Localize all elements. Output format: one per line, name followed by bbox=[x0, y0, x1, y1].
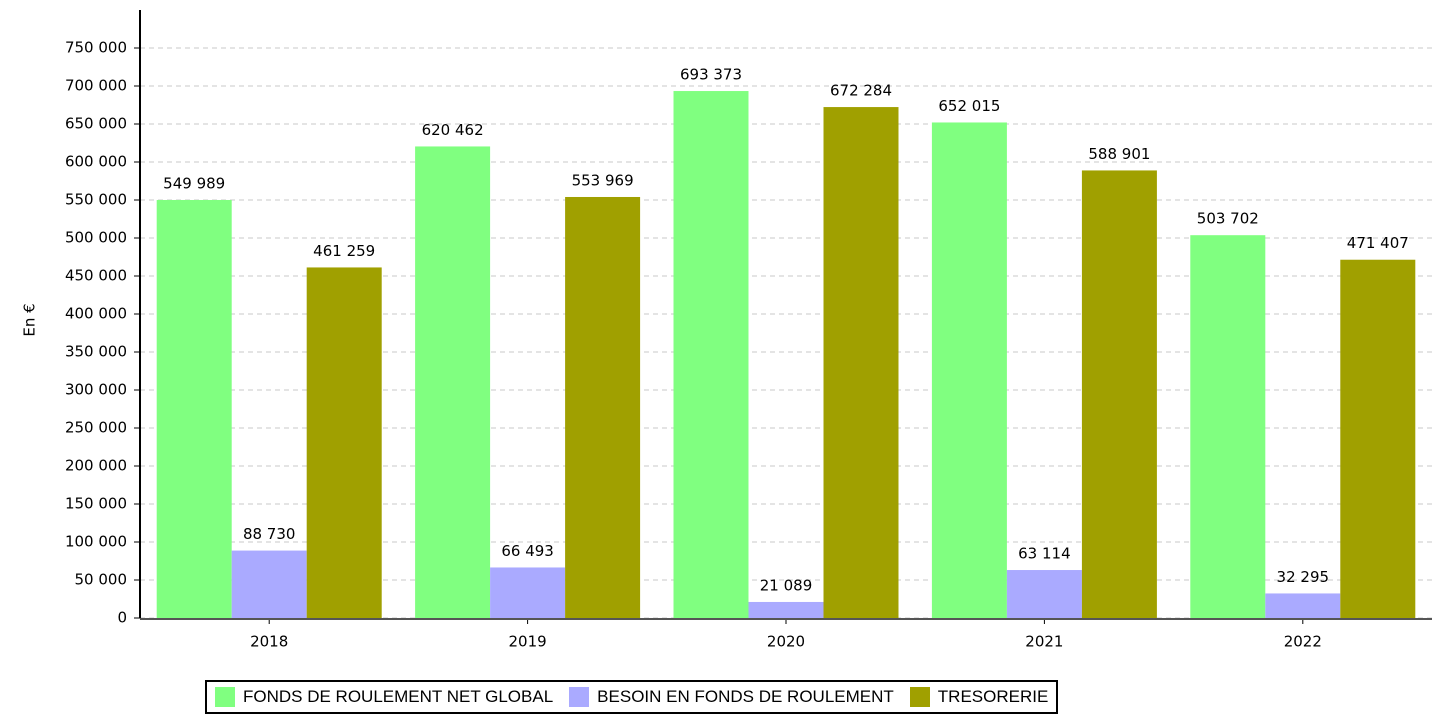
chart: En € 0 50 000 100 000 150 000 200 000 250 000… bbox=[21, 10, 1432, 651]
value-label: 553 969 bbox=[572, 171, 634, 189]
legend: FONDS DE ROULEMENT NET GLOBAL BESOIN EN F… bbox=[205, 680, 1059, 714]
bar bbox=[1006, 570, 1082, 618]
value-label: 66 493 bbox=[501, 542, 554, 560]
y-tick-label: 400 000 bbox=[65, 305, 127, 323]
y-tick-label: 350 000 bbox=[65, 343, 127, 361]
legend-item: TRESORERIE bbox=[909, 687, 1049, 707]
value-label: 471 407 bbox=[1347, 234, 1409, 252]
bar bbox=[231, 550, 307, 618]
legend-item: FONDS DE ROULEMENT NET GLOBAL bbox=[215, 687, 553, 707]
legend-swatch bbox=[215, 687, 235, 707]
y-tick-label: 50 000 bbox=[75, 571, 128, 589]
value-label: 32 295 bbox=[1277, 568, 1330, 586]
y-tick-label: 100 000 bbox=[65, 533, 127, 551]
x-tick-label: 2019 bbox=[509, 633, 547, 651]
y-tick-label: 250 000 bbox=[65, 419, 127, 437]
y-tick-label: 200 000 bbox=[65, 457, 127, 475]
bar bbox=[490, 567, 566, 618]
y-tick-label: 600 000 bbox=[65, 153, 127, 171]
bar bbox=[1265, 593, 1341, 618]
value-label: 63 114 bbox=[1018, 545, 1071, 563]
value-label: 461 259 bbox=[313, 242, 375, 260]
y-tick-label: 150 000 bbox=[65, 495, 127, 513]
bar bbox=[823, 107, 899, 619]
bar bbox=[1081, 170, 1157, 618]
legend-label: TRESORERIE bbox=[937, 687, 1049, 706]
y-tick-label: 700 000 bbox=[65, 77, 127, 95]
y-tick-label: 0 bbox=[117, 609, 127, 627]
y-tick-label: 300 000 bbox=[65, 381, 127, 399]
x-tick-label: 2022 bbox=[1284, 633, 1322, 651]
x-tick-label: 2020 bbox=[767, 633, 805, 651]
bar bbox=[306, 267, 382, 618]
y-axis-label: En € bbox=[21, 303, 39, 336]
bar bbox=[415, 146, 491, 618]
value-label: 672 284 bbox=[830, 82, 892, 100]
bar bbox=[1340, 259, 1416, 618]
legend-label: FONDS DE ROULEMENT NET GLOBAL bbox=[243, 687, 554, 706]
y-tick-label: 500 000 bbox=[65, 229, 127, 247]
value-label: 693 373 bbox=[680, 66, 742, 84]
legend-swatch bbox=[909, 687, 930, 707]
value-label: 652 015 bbox=[938, 97, 1000, 115]
value-label: 88 730 bbox=[243, 525, 296, 543]
bar bbox=[1190, 235, 1266, 619]
bar bbox=[565, 196, 641, 618]
y-tick-label: 450 000 bbox=[65, 267, 127, 285]
y-tick-label: 650 000 bbox=[65, 115, 127, 133]
value-label: 503 702 bbox=[1197, 210, 1259, 228]
legend-item: BESOIN EN FONDS DE ROULEMENT bbox=[569, 687, 894, 707]
value-label: 620 462 bbox=[422, 121, 484, 139]
bar bbox=[931, 122, 1007, 618]
y-tick-label: 550 000 bbox=[65, 191, 127, 209]
value-label: 549 989 bbox=[163, 175, 225, 193]
x-tick-label: 2021 bbox=[1025, 633, 1063, 651]
y-tick-label: 750 000 bbox=[65, 39, 127, 57]
legend-label: BESOIN EN FONDS DE ROULEMENT bbox=[597, 687, 894, 706]
legend-swatch bbox=[569, 687, 590, 707]
bar bbox=[673, 91, 749, 619]
bar bbox=[748, 601, 824, 618]
bar bbox=[156, 200, 232, 618]
value-label: 21 089 bbox=[760, 576, 813, 594]
x-tick-label: 2018 bbox=[250, 633, 288, 651]
value-label: 588 901 bbox=[1088, 145, 1150, 163]
